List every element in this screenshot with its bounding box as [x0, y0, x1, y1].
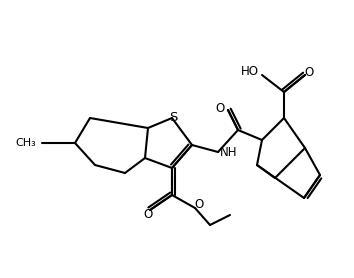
Text: CH₃: CH₃ [15, 138, 36, 148]
Text: O: O [194, 198, 204, 212]
Text: O: O [304, 66, 314, 78]
Text: S: S [169, 110, 177, 123]
Text: O: O [215, 101, 225, 115]
Text: NH: NH [220, 145, 238, 158]
Text: HO: HO [241, 64, 259, 78]
Text: O: O [143, 207, 153, 220]
